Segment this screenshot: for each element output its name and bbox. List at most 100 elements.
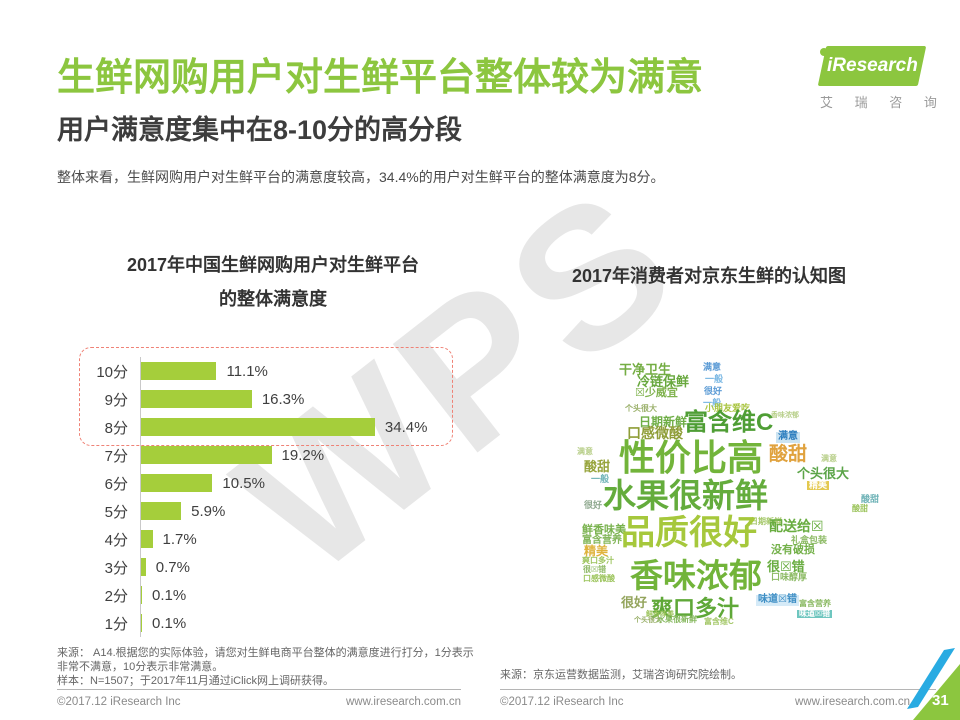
logo-chinese-text: 艾 瑞 咨 询 [820, 95, 946, 110]
wordcloud-word: 富含维C [704, 617, 734, 626]
wordcloud-word: 满意 [821, 454, 837, 463]
wordcloud-word: 性价比高 [619, 437, 764, 478]
bar-category-label: 3分 [104, 559, 128, 577]
wordcloud-word: 爽口多汁 [651, 596, 740, 621]
bar-value-label: 16.3% [261, 390, 305, 408]
wordcloud-word: 很☒错 [767, 559, 805, 574]
apple-wordcloud: 干净卫生 冷链保鲜 ☒少威宜 个头很大 满意 一般 很好 一般 日期新鲜 小朋友爱吃 香味浓郁 富含维… [575, 355, 910, 635]
bar-track: 16.3% [140, 385, 509, 413]
left-footnote: 来源： A14.根据您的实际体验，请您对生鲜电商平台整体的满意度进行打分，1分表… [57, 646, 477, 688]
wordcloud-word: 很好 [621, 595, 648, 610]
bar-value-label: 11.1% [226, 362, 268, 380]
wordcloud-word: 酸甜 [852, 504, 868, 513]
wordcloud-word: 冷链保鲜 [637, 374, 690, 389]
bar-value-label: 10.5% [222, 474, 265, 492]
wordcloud-word: 满意 [776, 431, 800, 443]
wordcloud-word: 水果很新鲜 [657, 615, 697, 624]
bar [141, 558, 146, 576]
wordcloud-word: 香味浓郁 [771, 412, 799, 419]
bar-row: 8分 34.4% [57, 413, 509, 441]
bar [141, 362, 217, 380]
wordcloud-word: 礼盒包装 [791, 535, 828, 545]
logo-brand-text: iResearch [826, 55, 918, 76]
bar [141, 446, 272, 464]
wordcloud-word: 味道☒错 [756, 594, 799, 606]
wordcloud-word: 精美 [807, 480, 830, 491]
satisfaction-bar-chart: 10分 11.1% 9分 16.3% 8分 34.4% 7分 19.2% 6分 10.5% 5分 5.… [57, 347, 509, 639]
bar-track: 0.7% [140, 553, 509, 581]
bar-track: 1.7% [140, 525, 509, 553]
wordcloud-word: 配送给☒ [769, 518, 824, 534]
wordcloud-word: 品质很好 [621, 514, 757, 552]
bar-rows: 10分 11.1% 9分 16.3% 8分 34.4% 7分 19.2% 6分 10.5% 5分 5.… [57, 357, 509, 637]
bar [141, 502, 182, 520]
bar-track: 11.1% [140, 357, 509, 385]
wordcloud-word: 鲜香味美 [582, 524, 626, 536]
wordcloud-word: 个头很大 [797, 466, 850, 481]
bar-category-label: 5分 [104, 503, 128, 521]
footer-divider-right [500, 689, 936, 690]
wordcloud-word: 酸甜 [769, 444, 808, 465]
right-footnote: 来源：京东运营数据监测，艾瑞咨询研究院绘制。 [500, 669, 742, 681]
bar-value-label: 34.4% [384, 418, 428, 436]
bar-category-label: 2分 [104, 587, 128, 605]
wordcloud-word: 爽口多汁 [582, 556, 614, 565]
wordcloud-title: 2017年消费者对京东生鲜的认知图 [571, 266, 847, 286]
page-subtitle: 用户满意度集中在8-10分的高分段 [57, 115, 463, 145]
bar-row: 6分 10.5% [57, 469, 509, 497]
bar [141, 530, 153, 548]
bar [141, 586, 142, 604]
bar-category-label: 8分 [104, 419, 128, 437]
bar-row: 2分 0.1% [57, 581, 509, 609]
wordcloud-word: 酸甜 [861, 494, 880, 504]
bar-track: 19.2% [140, 441, 509, 469]
bar-value-label: 0.1% [152, 586, 187, 604]
iresearch-logo: iResearch 艾 瑞 咨 询 [817, 46, 946, 111]
bar [141, 418, 375, 436]
wordcloud-word: 很好 [704, 386, 723, 396]
bar-track: 10.5% [140, 469, 509, 497]
corner-green-triangle [913, 664, 960, 720]
wordcloud-word: 一般 [705, 374, 724, 384]
wordcloud-word: 味道☒错 [797, 609, 833, 619]
bar-row: 4分 1.7% [57, 525, 509, 553]
bar-value-label: 1.7% [162, 530, 197, 548]
high-score-highlight-box [79, 347, 453, 446]
wordcloud-word: 很好 [584, 500, 603, 510]
bar-track: 0.1% [140, 581, 509, 609]
wordcloud-word: 水果很新鲜 [603, 477, 768, 514]
wordcloud-word: 个头很大 [625, 404, 657, 413]
wordcloud-word: 口感微酸 [627, 425, 683, 441]
bar-row: 5分 5.9% [57, 497, 509, 525]
wordcloud-word: 一般 [703, 398, 722, 408]
wordcloud-word: 精美 [584, 544, 609, 558]
bar-track: 5.9% [140, 497, 509, 525]
footer-divider-left [57, 689, 461, 690]
wordcloud-word: 小朋友爱吃 [705, 403, 751, 413]
bar-chart-title: 2017年中国生鲜网购用户对生鲜平台 的整体满意度 [57, 248, 489, 316]
wordcloud-word: 鲜香味美 [646, 611, 674, 618]
wordcloud-word: 满意 [577, 447, 593, 456]
bar [141, 614, 142, 632]
bar-chart-title-line1: 2017年中国生鲜网购用户对生鲜平台 [126, 255, 420, 275]
bar-track: 0.1% [140, 609, 509, 637]
bar-value-label: 5.9% [191, 502, 226, 520]
wordcloud-word: 满意 [703, 362, 722, 372]
logo-shape: iResearch [817, 46, 927, 86]
wordcloud-word: 很☒错 [583, 565, 607, 574]
bar-category-label: 4分 [104, 531, 128, 549]
corner-blue-band [907, 648, 955, 709]
wordcloud-word: 一般 [591, 474, 610, 484]
bar [141, 474, 213, 492]
bar-value-label: 0.7% [155, 558, 190, 576]
copyright-right: ©2017.12 iResearch Inc [500, 696, 624, 708]
wordcloud-word: 干净卫生 [619, 362, 672, 377]
copyright-left: ©2017.12 iResearch Inc [57, 696, 181, 708]
left-footnote-line1: 来源： A14.根据您的实际体验，请您对生鲜电商平台整体的满意度进行打分，1分表… [57, 647, 474, 659]
wordcloud-word: 个头很大 [634, 617, 662, 624]
bar-category-label: 6分 [104, 475, 128, 493]
wordcloud-word: ☒少威宜 [635, 387, 678, 399]
wordcloud-word: 富含营养 [582, 535, 622, 546]
wordcloud-word: 香味浓郁 [630, 557, 762, 594]
